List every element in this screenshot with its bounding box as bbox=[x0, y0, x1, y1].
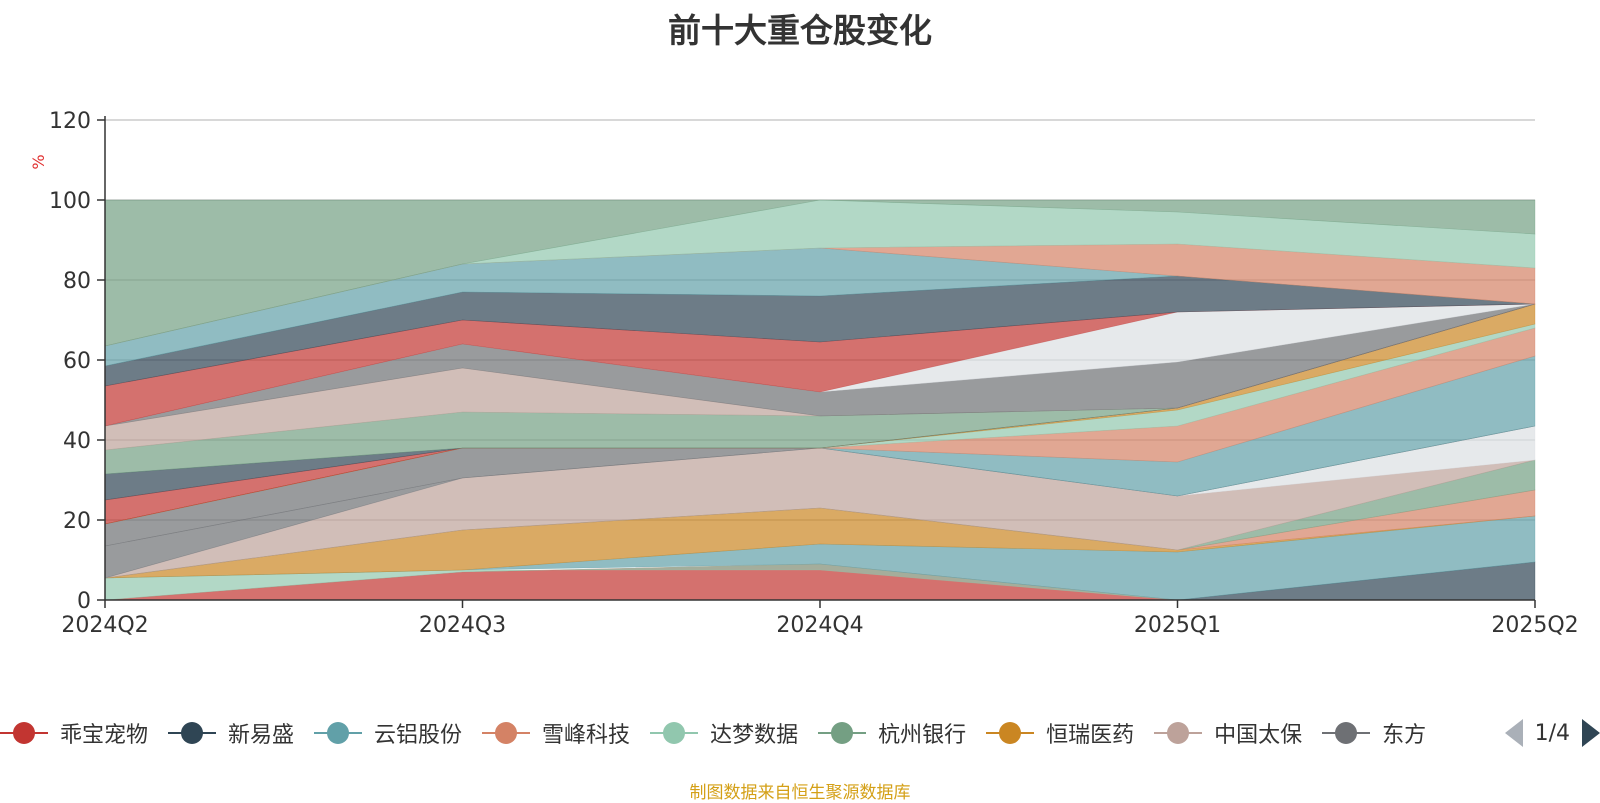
legend-marker-icon bbox=[1154, 721, 1203, 745]
y-tick-label: 120 bbox=[49, 109, 91, 134]
legend-label: 恒瑞医药 bbox=[1046, 723, 1135, 748]
legend-label: 新易盛 bbox=[228, 723, 295, 748]
legend-item[interactable]: 中国太保 bbox=[1154, 713, 1302, 753]
legend-item[interactable]: 新易盛 bbox=[168, 713, 294, 753]
y-tick-label: 100 bbox=[49, 189, 91, 214]
legend-marker-icon bbox=[482, 721, 531, 745]
legend-item[interactable]: 云铝股份 bbox=[314, 713, 462, 753]
y-tick-label: 20 bbox=[63, 509, 91, 534]
legend-marker-icon bbox=[0, 721, 48, 745]
legend-pager: 1/4 bbox=[1498, 713, 1600, 753]
x-tick-label: 2024Q2 bbox=[61, 613, 148, 638]
legend-item[interactable]: 乖宝宠物 bbox=[0, 713, 148, 753]
y-tick-label: 80 bbox=[63, 269, 91, 294]
legend-marker-icon bbox=[314, 721, 363, 745]
area-band-26[interactable] bbox=[104, 199, 1536, 347]
y-axis-ticks: 0 20 40 60 80 100 120 bbox=[49, 109, 105, 614]
legend-marker-icon bbox=[986, 721, 1035, 745]
x-tick-label: 2024Q3 bbox=[419, 613, 506, 638]
legend-item[interactable]: 恒瑞医药 bbox=[986, 713, 1134, 753]
y-tick-label: 40 bbox=[63, 429, 91, 454]
legend-marker-icon bbox=[818, 721, 867, 745]
legend-viewport: 乖宝宠物 新易盛 云铝股份 雪峰科技 达梦数据 杭州银行 恒瑞医药 中国太保 东方 bbox=[0, 713, 1480, 753]
legend-label: 中国太保 bbox=[1214, 723, 1303, 748]
x-tick-label: 2025Q1 bbox=[1134, 613, 1221, 638]
legend-item[interactable]: 达梦数据 bbox=[650, 713, 798, 753]
legend-item[interactable]: 雪峰科技 bbox=[482, 713, 630, 753]
x-tick-label: 2025Q2 bbox=[1491, 613, 1578, 638]
legend-item[interactable]: 东方 bbox=[1322, 713, 1426, 753]
legend-marker-icon bbox=[168, 721, 217, 745]
legend-item[interactable]: 杭州银行 bbox=[818, 713, 966, 753]
series-areas[interactable] bbox=[104, 199, 1536, 601]
legend: 乖宝宠物 新易盛 云铝股份 雪峰科技 达梦数据 杭州银行 恒瑞医药 中国太保 东方 1/4 bbox=[0, 713, 1600, 753]
legend-label: 雪峰科技 bbox=[542, 723, 631, 748]
y-tick-label: 60 bbox=[63, 349, 91, 374]
x-axis-ticks: 2024Q2 2024Q3 2024Q4 2025Q1 2025Q2 bbox=[61, 600, 1579, 638]
y-axis-unit-label: % bbox=[29, 154, 48, 169]
legend-marker-icon bbox=[650, 721, 699, 745]
legend-track: 乖宝宠物 新易盛 云铝股份 雪峰科技 达梦数据 杭州银行 恒瑞医药 中国太保 东方 bbox=[0, 713, 1480, 753]
legend-prev-page-arrow-icon[interactable] bbox=[1504, 719, 1523, 747]
legend-label: 达梦数据 bbox=[710, 723, 799, 748]
legend-label: 杭州银行 bbox=[878, 723, 967, 748]
legend-label: 东方 bbox=[1382, 723, 1427, 748]
legend-next-page-arrow-icon[interactable] bbox=[1582, 719, 1600, 747]
y-tick-label: 0 bbox=[77, 589, 91, 614]
legend-page-indicator: 1/4 bbox=[1534, 720, 1570, 746]
legend-marker-icon bbox=[1322, 721, 1371, 745]
data-source-note: 制图数据来自恒生聚源数据库 bbox=[689, 783, 911, 803]
area-chart: 0 20 40 60 80 100 120 2024Q2 2024Q3 2024Q4 2025Q1… bbox=[29, 109, 1579, 638]
legend-label: 乖宝宠物 bbox=[60, 723, 149, 748]
chart-title: 前十大重仓股变化 bbox=[668, 11, 932, 50]
x-tick-label: 2024Q4 bbox=[776, 613, 863, 638]
legend-label: 云铝股份 bbox=[374, 723, 463, 748]
